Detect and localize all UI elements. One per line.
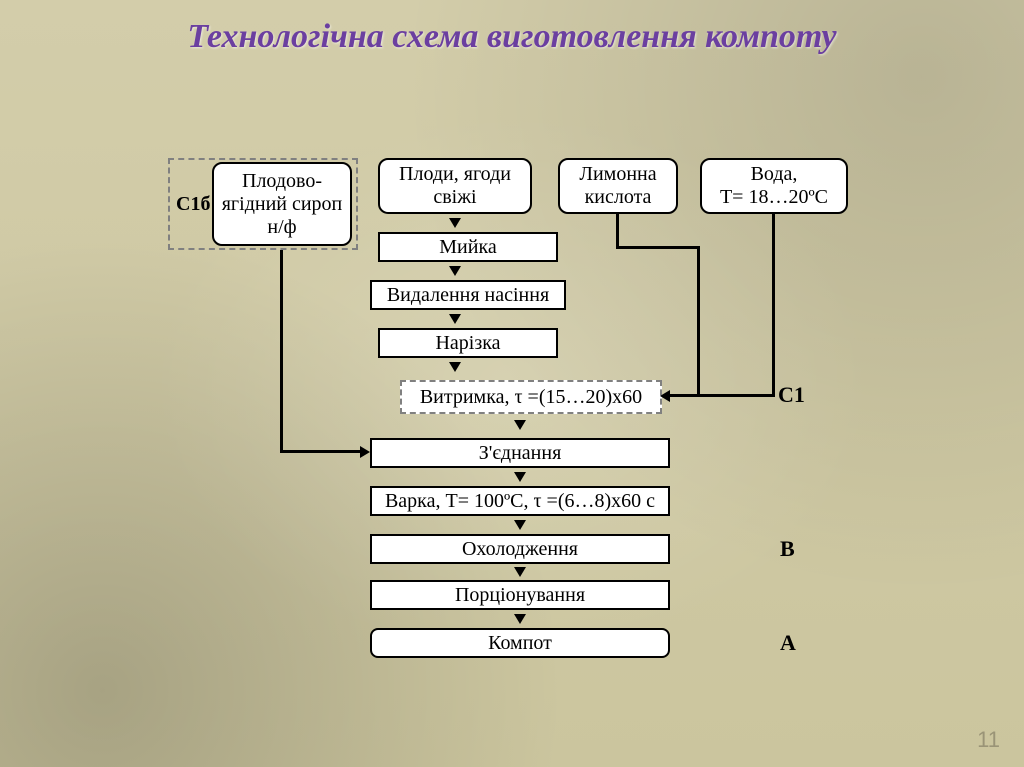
side-label-b: В xyxy=(780,536,795,562)
node-syrup: Плодово-ягідний сироп н/ф xyxy=(212,162,352,246)
node-compote: Компот xyxy=(370,628,670,658)
arrow-cool-portion xyxy=(514,567,526,577)
arrow-hold-join xyxy=(514,420,526,430)
node-cook: Варка, Т= 100ºС, τ =(6…8)х60 с xyxy=(370,486,670,516)
side-label-c1: С1 xyxy=(778,382,805,408)
edge-citric-h1 xyxy=(616,246,700,249)
node-join: З'єднання xyxy=(370,438,670,468)
arrow-cook-cool xyxy=(514,520,526,530)
arrow-cut-hold xyxy=(449,362,461,372)
edge-citric-v2 xyxy=(697,246,700,396)
node-cool: Охолодження xyxy=(370,534,670,564)
arrow-fruits-wash xyxy=(449,218,461,228)
node-portion: Порціонування xyxy=(370,580,670,610)
node-seed: Видалення насіння xyxy=(370,280,566,310)
node-hold: Витримка, τ =(15…20)х60 xyxy=(400,380,662,414)
edge-syrup-h xyxy=(280,450,362,453)
node-wash: Мийка xyxy=(378,232,558,262)
page-title: Технологічна схема виготовлення компоту xyxy=(0,18,1024,55)
node-citric: Лимонна кислота xyxy=(558,158,678,214)
edge-syrup-v xyxy=(280,250,283,452)
edge-water-v xyxy=(772,214,775,396)
arrow-seed-cut xyxy=(449,314,461,324)
side-label-a: А xyxy=(780,630,796,656)
edge-water-h xyxy=(668,394,775,397)
arrow-wash-seed xyxy=(449,266,461,276)
arrow-syrup-join xyxy=(360,446,370,458)
node-water: Вода, Т= 18…20ºС xyxy=(700,158,848,214)
arrow-portion-compote xyxy=(514,614,526,624)
node-cut: Нарізка xyxy=(378,328,558,358)
side-label-c1b: С1б xyxy=(176,193,210,216)
arrow-join-cook xyxy=(514,472,526,482)
slide-number: 11 xyxy=(977,727,1000,753)
edge-citric-v xyxy=(616,214,619,246)
node-fruits: Плоди, ягоди свіжі xyxy=(378,158,532,214)
